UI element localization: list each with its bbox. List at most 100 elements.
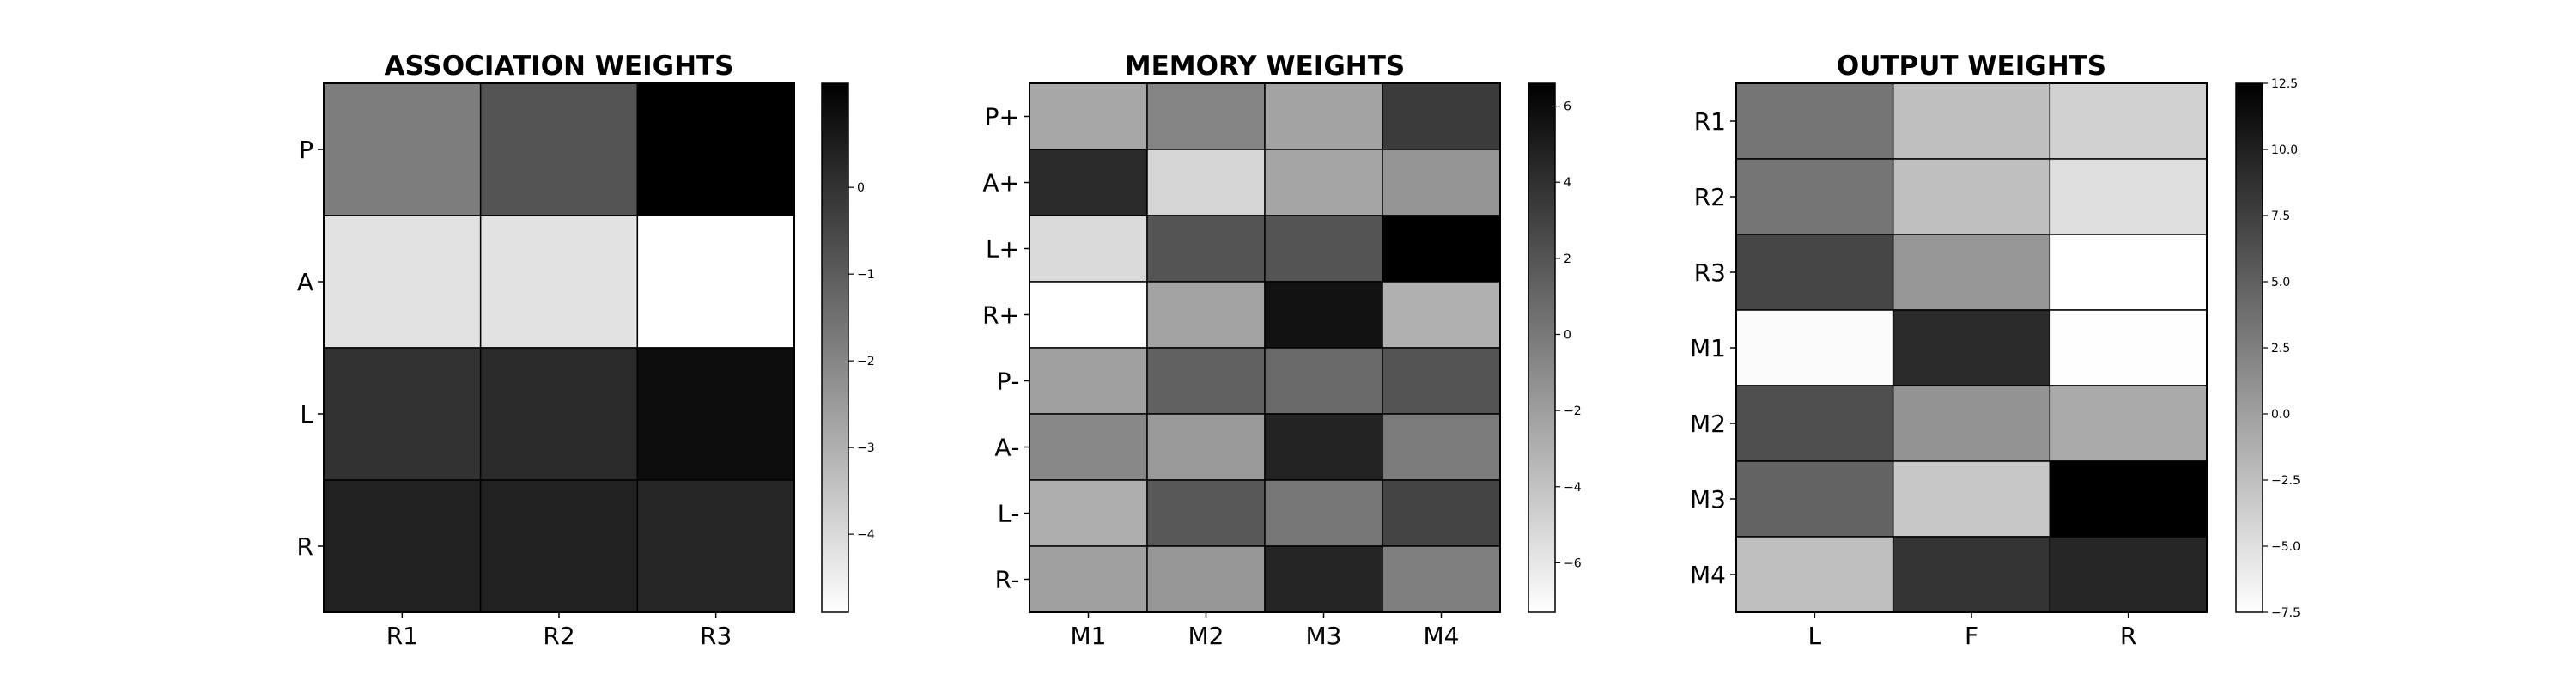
heatmap-cell [1146, 149, 1266, 216]
heatmap-cell [479, 347, 639, 481]
colorbar-tick-label: 10.0 [2271, 143, 2298, 157]
colorbar-tick-label: −2 [857, 355, 875, 368]
heatmap-cell [1382, 281, 1501, 349]
heatmap-cell [323, 347, 482, 481]
colorbar-tick-label: 12.5 [2271, 77, 2298, 91]
heatmap-cell [1735, 82, 1894, 160]
heatmap-cell [2049, 234, 2208, 311]
colorbar [2235, 82, 2263, 613]
heatmap-cell [1382, 215, 1501, 283]
row-label: R- [995, 566, 1019, 594]
heatmap-cell [1029, 347, 1148, 415]
row-label: P- [997, 368, 1019, 396]
row-label: M2 [1690, 410, 1726, 438]
heatmap-cell [1382, 347, 1501, 415]
row-label: P [299, 136, 313, 164]
heatmap-cell [1264, 149, 1383, 216]
heatmap-panel-3: OUTPUT WEIGHTS R1 R2 R3 M1 M2 M3 M4 L F R 12.5 10.0 7… [1690, 51, 2300, 650]
row-label: M4 [1690, 561, 1726, 589]
heatmap-cell [1146, 545, 1266, 613]
heatmap-cell [1029, 281, 1148, 349]
heatmap-cell [1892, 234, 2051, 311]
row-label: R [297, 532, 313, 561]
colorbar-tick-label: 0 [857, 181, 865, 195]
heatmap-cell [636, 215, 795, 349]
heatmap-cell [2049, 460, 2208, 538]
chart-title: OUTPUT WEIGHTS [1837, 51, 2106, 82]
row-label: L+ [986, 235, 1019, 264]
heatmap-cell [1735, 234, 1894, 311]
heatmap-cell [323, 479, 482, 613]
heatmap-cell [2049, 82, 2208, 160]
heatmap-cell [2049, 158, 2208, 235]
heatmap-panel-1: ASSOCIATION WEIGHTS P A L R R1 R2 R3 0 −1 −2 −3 −4 [297, 51, 875, 650]
heatmap-cell [1029, 82, 1148, 150]
colorbar-tick-label: 6 [1564, 100, 1571, 114]
heatmap-cell [1264, 347, 1383, 415]
colorbar-tick-label: 0.0 [2271, 408, 2290, 422]
plot-frame [1029, 82, 1501, 613]
heatmap-cell [1735, 536, 1894, 613]
heatmap-cell [1264, 82, 1383, 150]
chart-title: ASSOCIATION WEIGHTS [384, 51, 733, 82]
heatmap-cell [1735, 309, 1894, 386]
heatmap-cell [1735, 158, 1894, 235]
column-label: L [1808, 622, 1822, 650]
column-label: R3 [700, 622, 732, 650]
column-label: M4 [1424, 622, 1460, 650]
heatmap-cell [1735, 460, 1894, 538]
heatmap-cell [1264, 479, 1383, 547]
heatmap-cell [1029, 479, 1148, 547]
row-label: R2 [1694, 183, 1726, 211]
colorbar-tick-label: 2 [1564, 252, 1571, 266]
heatmap-cell [479, 82, 639, 216]
colorbar-tick-label: 7.5 [2271, 210, 2290, 223]
colorbar-tick-label: −4 [1564, 481, 1582, 495]
heatmap-cell [1892, 82, 2051, 160]
row-label: L [300, 400, 313, 429]
heatmap-cell [2049, 536, 2208, 613]
heatmap-cell [479, 479, 639, 613]
heatmap-cell [1735, 385, 1894, 462]
row-label: M1 [1690, 334, 1726, 362]
colorbar-tick-label: −2 [1564, 404, 1582, 418]
row-label: R1 [1694, 107, 1726, 136]
row-label: R3 [1694, 258, 1726, 287]
colorbar-tick-label: −2.5 [2271, 474, 2300, 488]
row-label: R+ [982, 301, 1019, 330]
heatmap-cell [1146, 215, 1266, 283]
heatmap-cell [1146, 347, 1266, 415]
colorbar-tick-label: −5.0 [2271, 540, 2300, 554]
row-label: L- [998, 500, 1019, 528]
heatmap-cell [323, 82, 482, 216]
heatmap-cell [1382, 82, 1501, 150]
heatmap-cell [1264, 215, 1383, 283]
colorbar [1528, 82, 1556, 613]
heatmap-panel-2: MEMORY WEIGHTS P+ A+ L+ R+ P- A- L- R- M1 M2 M3 M4 6 4… [982, 51, 1582, 650]
chart-title: MEMORY WEIGHTS [1125, 51, 1405, 82]
heatmap-cell [1892, 536, 2051, 613]
colorbar-tick-label: 2.5 [2271, 342, 2290, 356]
heatmap-cell [1029, 215, 1148, 283]
heatmap-cell [2049, 309, 2208, 386]
heatmap-cell [1264, 413, 1383, 481]
row-label: A+ [982, 169, 1019, 198]
colorbar [821, 82, 849, 613]
colorbar-tick-label: −3 [857, 441, 875, 455]
row-label: A [297, 268, 313, 296]
heatmap-cell [1892, 460, 2051, 538]
colorbar-tick-label: −6 [1564, 556, 1582, 570]
heatmap-cell [1382, 545, 1501, 613]
heatmap-cell [1029, 149, 1148, 216]
heatmap-cell [1146, 82, 1266, 150]
heatmap-cell [1264, 281, 1383, 349]
heatmap-cell [636, 479, 795, 613]
colorbar-tick-label: 4 [1564, 176, 1571, 190]
heatmap-cell [1146, 479, 1266, 547]
heatmap-cell [1382, 413, 1501, 481]
heatmap-cell [479, 215, 639, 349]
heatmap-cell [636, 82, 795, 216]
column-label: M1 [1071, 622, 1107, 650]
column-label: M3 [1306, 622, 1342, 650]
